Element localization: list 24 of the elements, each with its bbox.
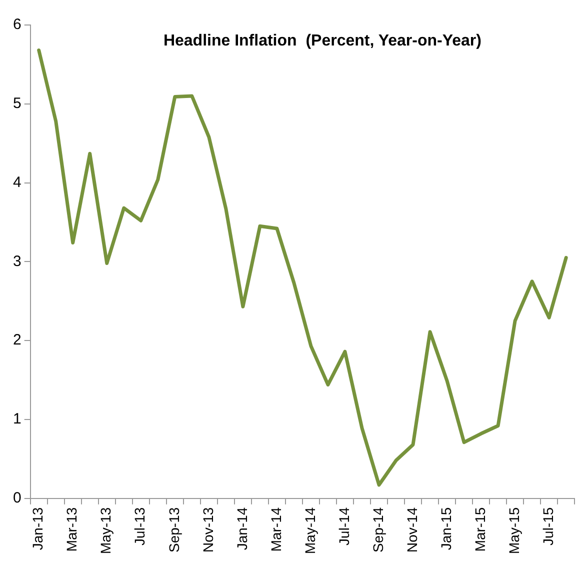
x-tick-label: Jan-14 xyxy=(234,507,250,550)
y-tick-label: 6 xyxy=(13,16,22,34)
chart-title: Headline Inflation (Percent, Year-on-Year) xyxy=(163,32,482,50)
x-tick-label: Jul-13 xyxy=(132,507,148,546)
y-tick-label: 1 xyxy=(13,410,22,428)
x-tick-label: May-15 xyxy=(506,507,522,554)
y-tick-label: 2 xyxy=(13,332,22,349)
x-tick-label: May-14 xyxy=(302,507,318,554)
x-tick-label: Nov-13 xyxy=(200,507,216,552)
x-tick-label: Sep-14 xyxy=(370,507,386,552)
x-tick-label: Jul-14 xyxy=(336,507,352,546)
x-tick-label: Mar-14 xyxy=(268,507,284,552)
x-tick-label: Jan-13 xyxy=(30,507,46,550)
x-tick-label: Jan-15 xyxy=(438,507,454,550)
x-tick-label: Jul-15 xyxy=(540,507,556,546)
x-tick-label: Mar-15 xyxy=(472,507,488,552)
y-tick-label: 4 xyxy=(13,174,22,191)
x-tick-label: Nov-14 xyxy=(404,507,420,552)
x-tick-label: May-13 xyxy=(98,507,114,554)
y-tick-label: 5 xyxy=(13,95,22,112)
x-tick-label: Mar-13 xyxy=(64,507,80,552)
y-tick-label: 0 xyxy=(13,489,22,506)
x-tick-label: Sep-13 xyxy=(166,507,182,552)
y-tick-label: 3 xyxy=(13,252,22,270)
